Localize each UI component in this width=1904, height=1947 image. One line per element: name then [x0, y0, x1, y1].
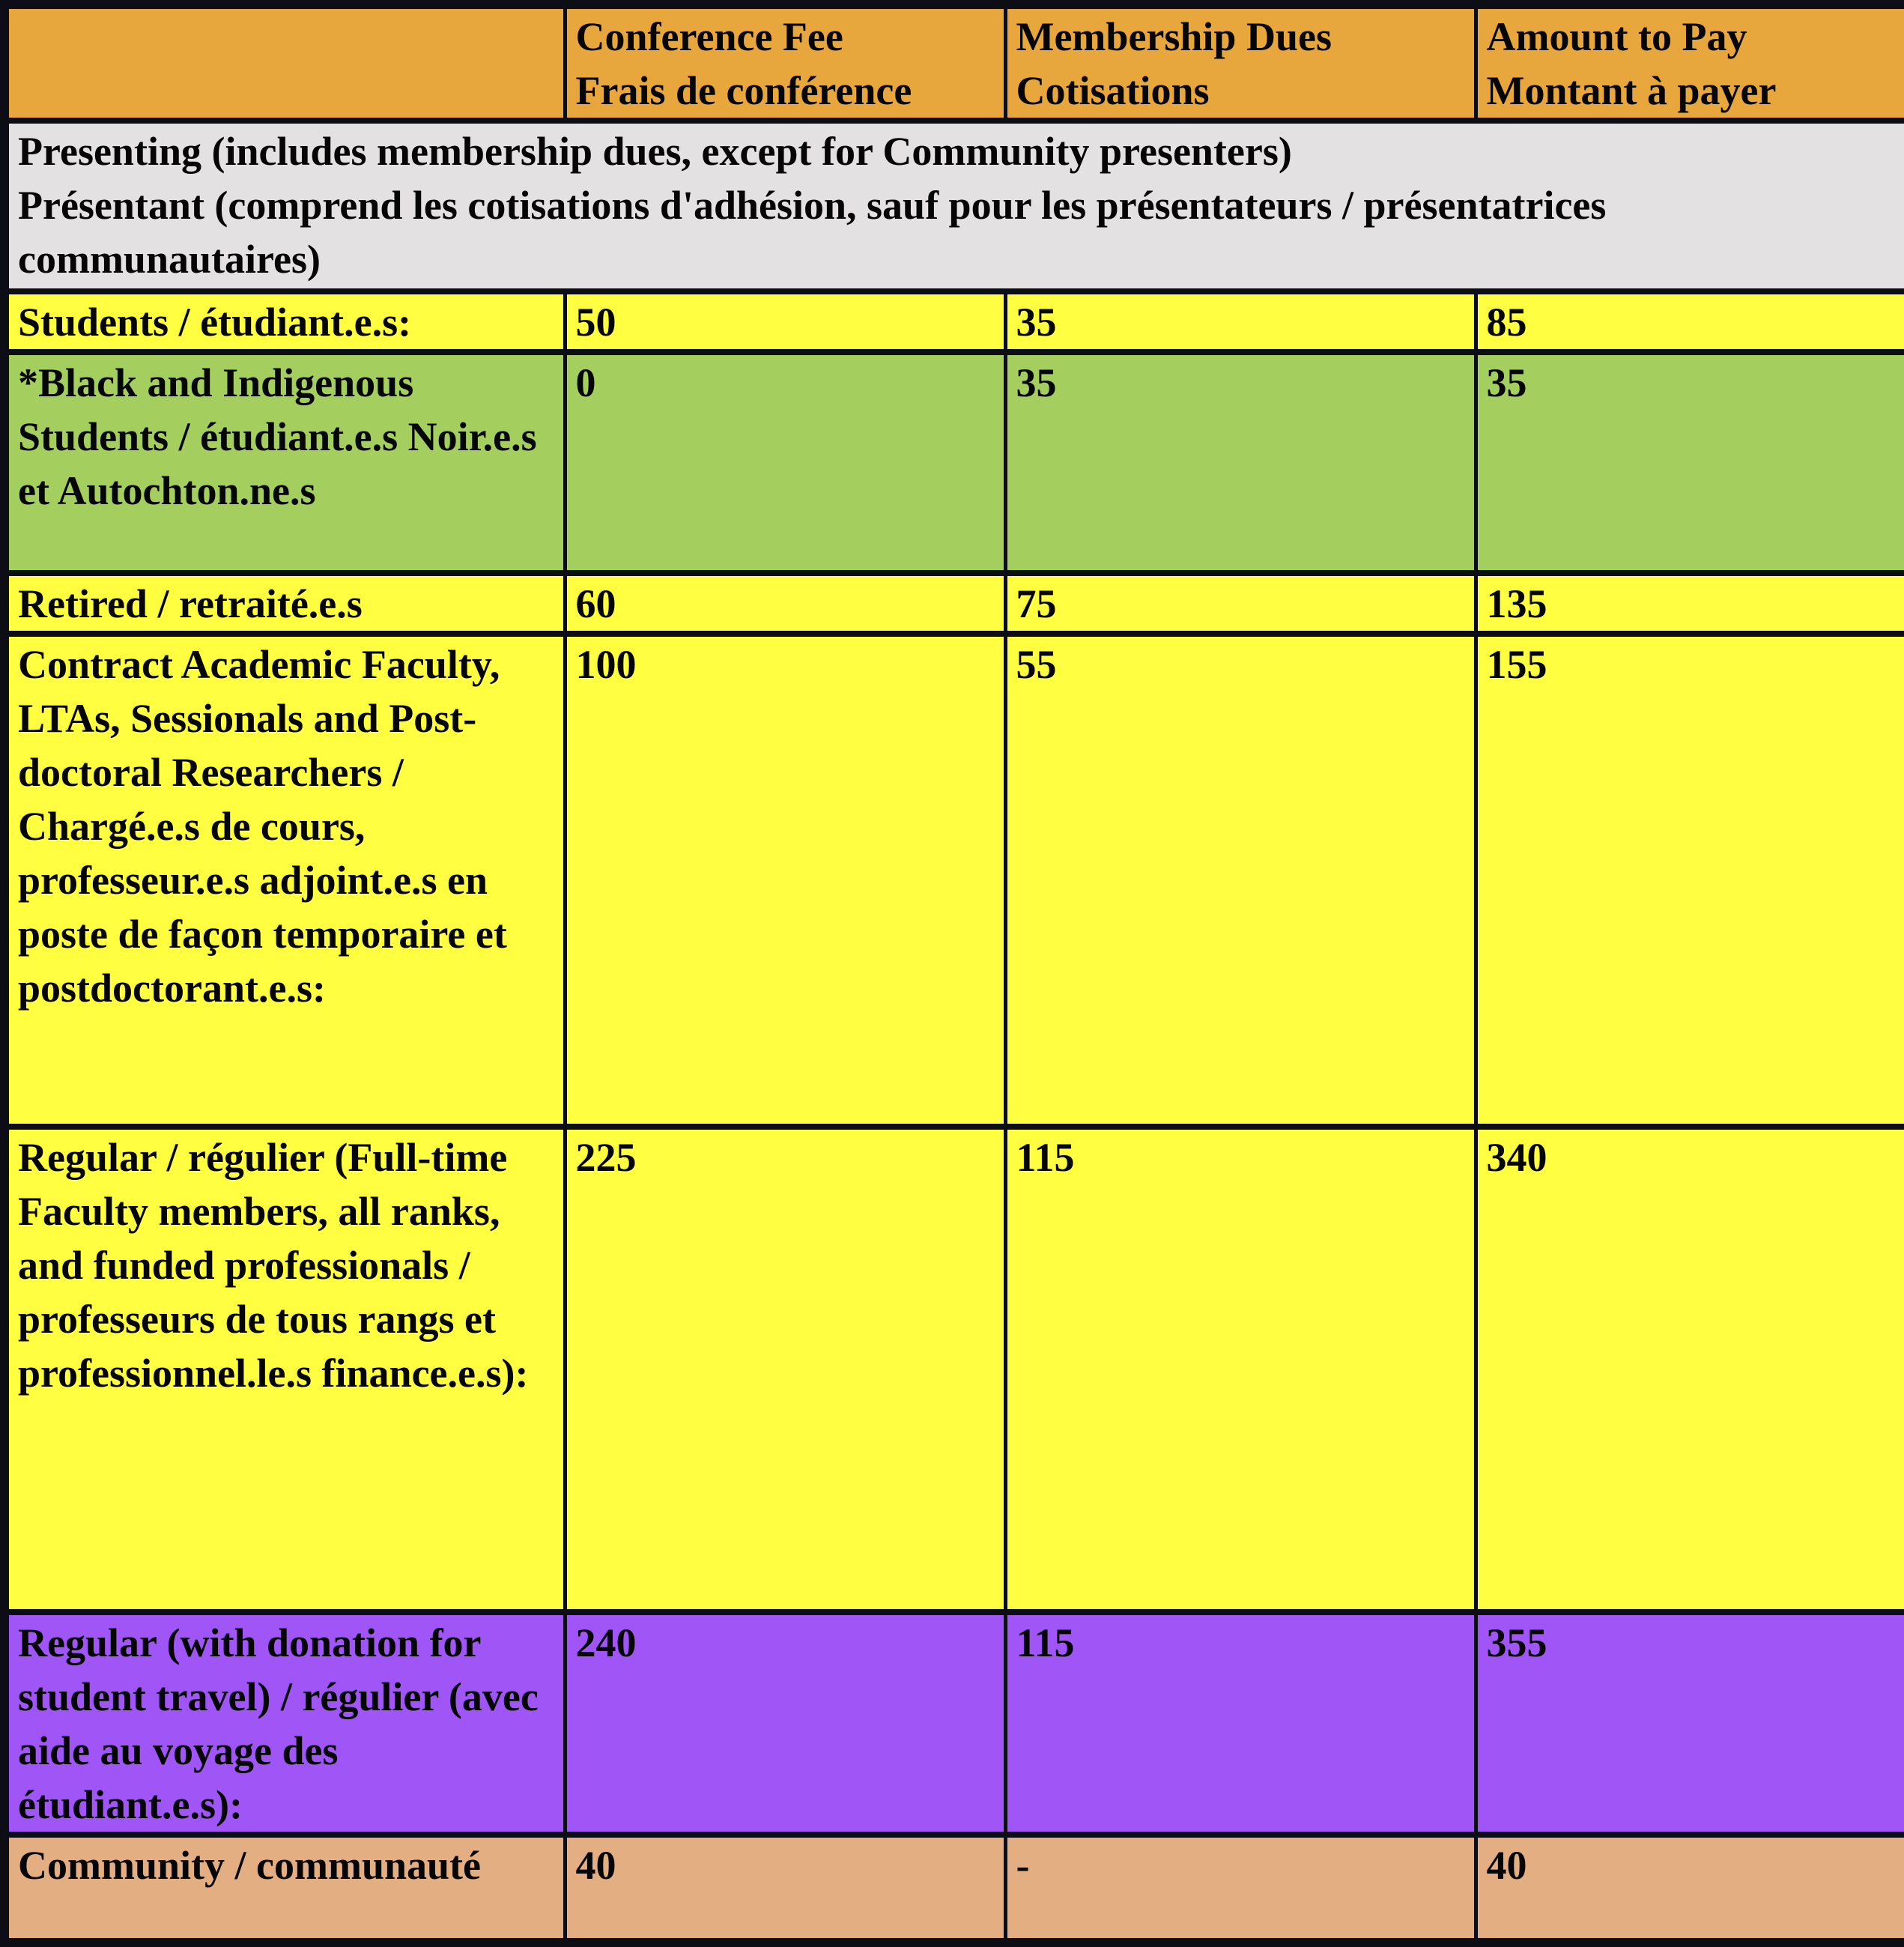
retired-conference-fee: 60	[563, 570, 1007, 637]
regular-amount-to-pay: 340	[1473, 1124, 1904, 1615]
community-conference-fee: 40	[563, 1832, 1007, 1946]
black-indigenous-category: *Black and Indigenous Students / étudian…	[2, 349, 567, 576]
students-membership-dues: 35	[1003, 288, 1478, 355]
regular-donation-amount-to-pay: 355	[1473, 1609, 1904, 1838]
regular-conference-fee: 225	[563, 1124, 1007, 1615]
regular-category: Regular / régulier (Full-time Faculty me…	[2, 1124, 567, 1615]
column-header-conference-fee: Conference Fee Frais de conférence	[563, 1, 1007, 124]
contract-academic-amount-to-pay: 155	[1473, 631, 1904, 1130]
row-retired: Retired / retraité.e.s 60 75 135	[2, 570, 1904, 637]
black-indigenous-amount-to-pay: 35	[1473, 349, 1904, 576]
row-students: Students / étudiant.e.s: 50 35 85	[2, 288, 1904, 355]
column-header-amount-to-pay: Amount to Pay Montant à payer	[1473, 1, 1904, 124]
regular-membership-dues: 115	[1003, 1124, 1478, 1615]
row-contract-academic: Contract Academic Faculty, LTAs, Session…	[2, 631, 1904, 1130]
presenting-note: Presenting (includes membership dues, ex…	[2, 118, 1904, 294]
header-row: Conference Fee Frais de conférence Membe…	[2, 1, 1904, 124]
retired-amount-to-pay: 135	[1473, 570, 1904, 637]
regular-donation-membership-dues: 115	[1003, 1609, 1478, 1838]
students-conference-fee: 50	[563, 288, 1007, 355]
retired-membership-dues: 75	[1003, 570, 1478, 637]
contract-academic-category: Contract Academic Faculty, LTAs, Session…	[2, 631, 567, 1130]
row-community: Community / communauté 40 - 40	[2, 1832, 1904, 1946]
contract-academic-conference-fee: 100	[563, 631, 1007, 1130]
students-category: Students / étudiant.e.s:	[2, 288, 567, 355]
community-category: Community / communauté	[2, 1832, 567, 1946]
retired-category: Retired / retraité.e.s	[2, 570, 567, 637]
row-black-indigenous-students: *Black and Indigenous Students / étudian…	[2, 349, 1904, 576]
contract-academic-membership-dues: 55	[1003, 631, 1478, 1130]
regular-donation-conference-fee: 240	[563, 1609, 1007, 1838]
community-amount-to-pay: 40	[1473, 1832, 1904, 1946]
column-header-membership-dues: Membership Dues Cotisations	[1003, 1, 1478, 124]
row-regular: Regular / régulier (Full-time Faculty me…	[2, 1124, 1904, 1615]
presenting-note-row: Presenting (includes membership dues, ex…	[2, 118, 1904, 294]
black-indigenous-membership-dues: 35	[1003, 349, 1478, 576]
black-indigenous-conference-fee: 0	[563, 349, 1007, 576]
community-membership-dues: -	[1003, 1832, 1478, 1946]
students-amount-to-pay: 85	[1473, 288, 1904, 355]
row-regular-with-donation: Regular (with donation for student trave…	[2, 1609, 1904, 1838]
regular-donation-category: Regular (with donation for student trave…	[2, 1609, 567, 1838]
corner-cell	[2, 1, 567, 124]
